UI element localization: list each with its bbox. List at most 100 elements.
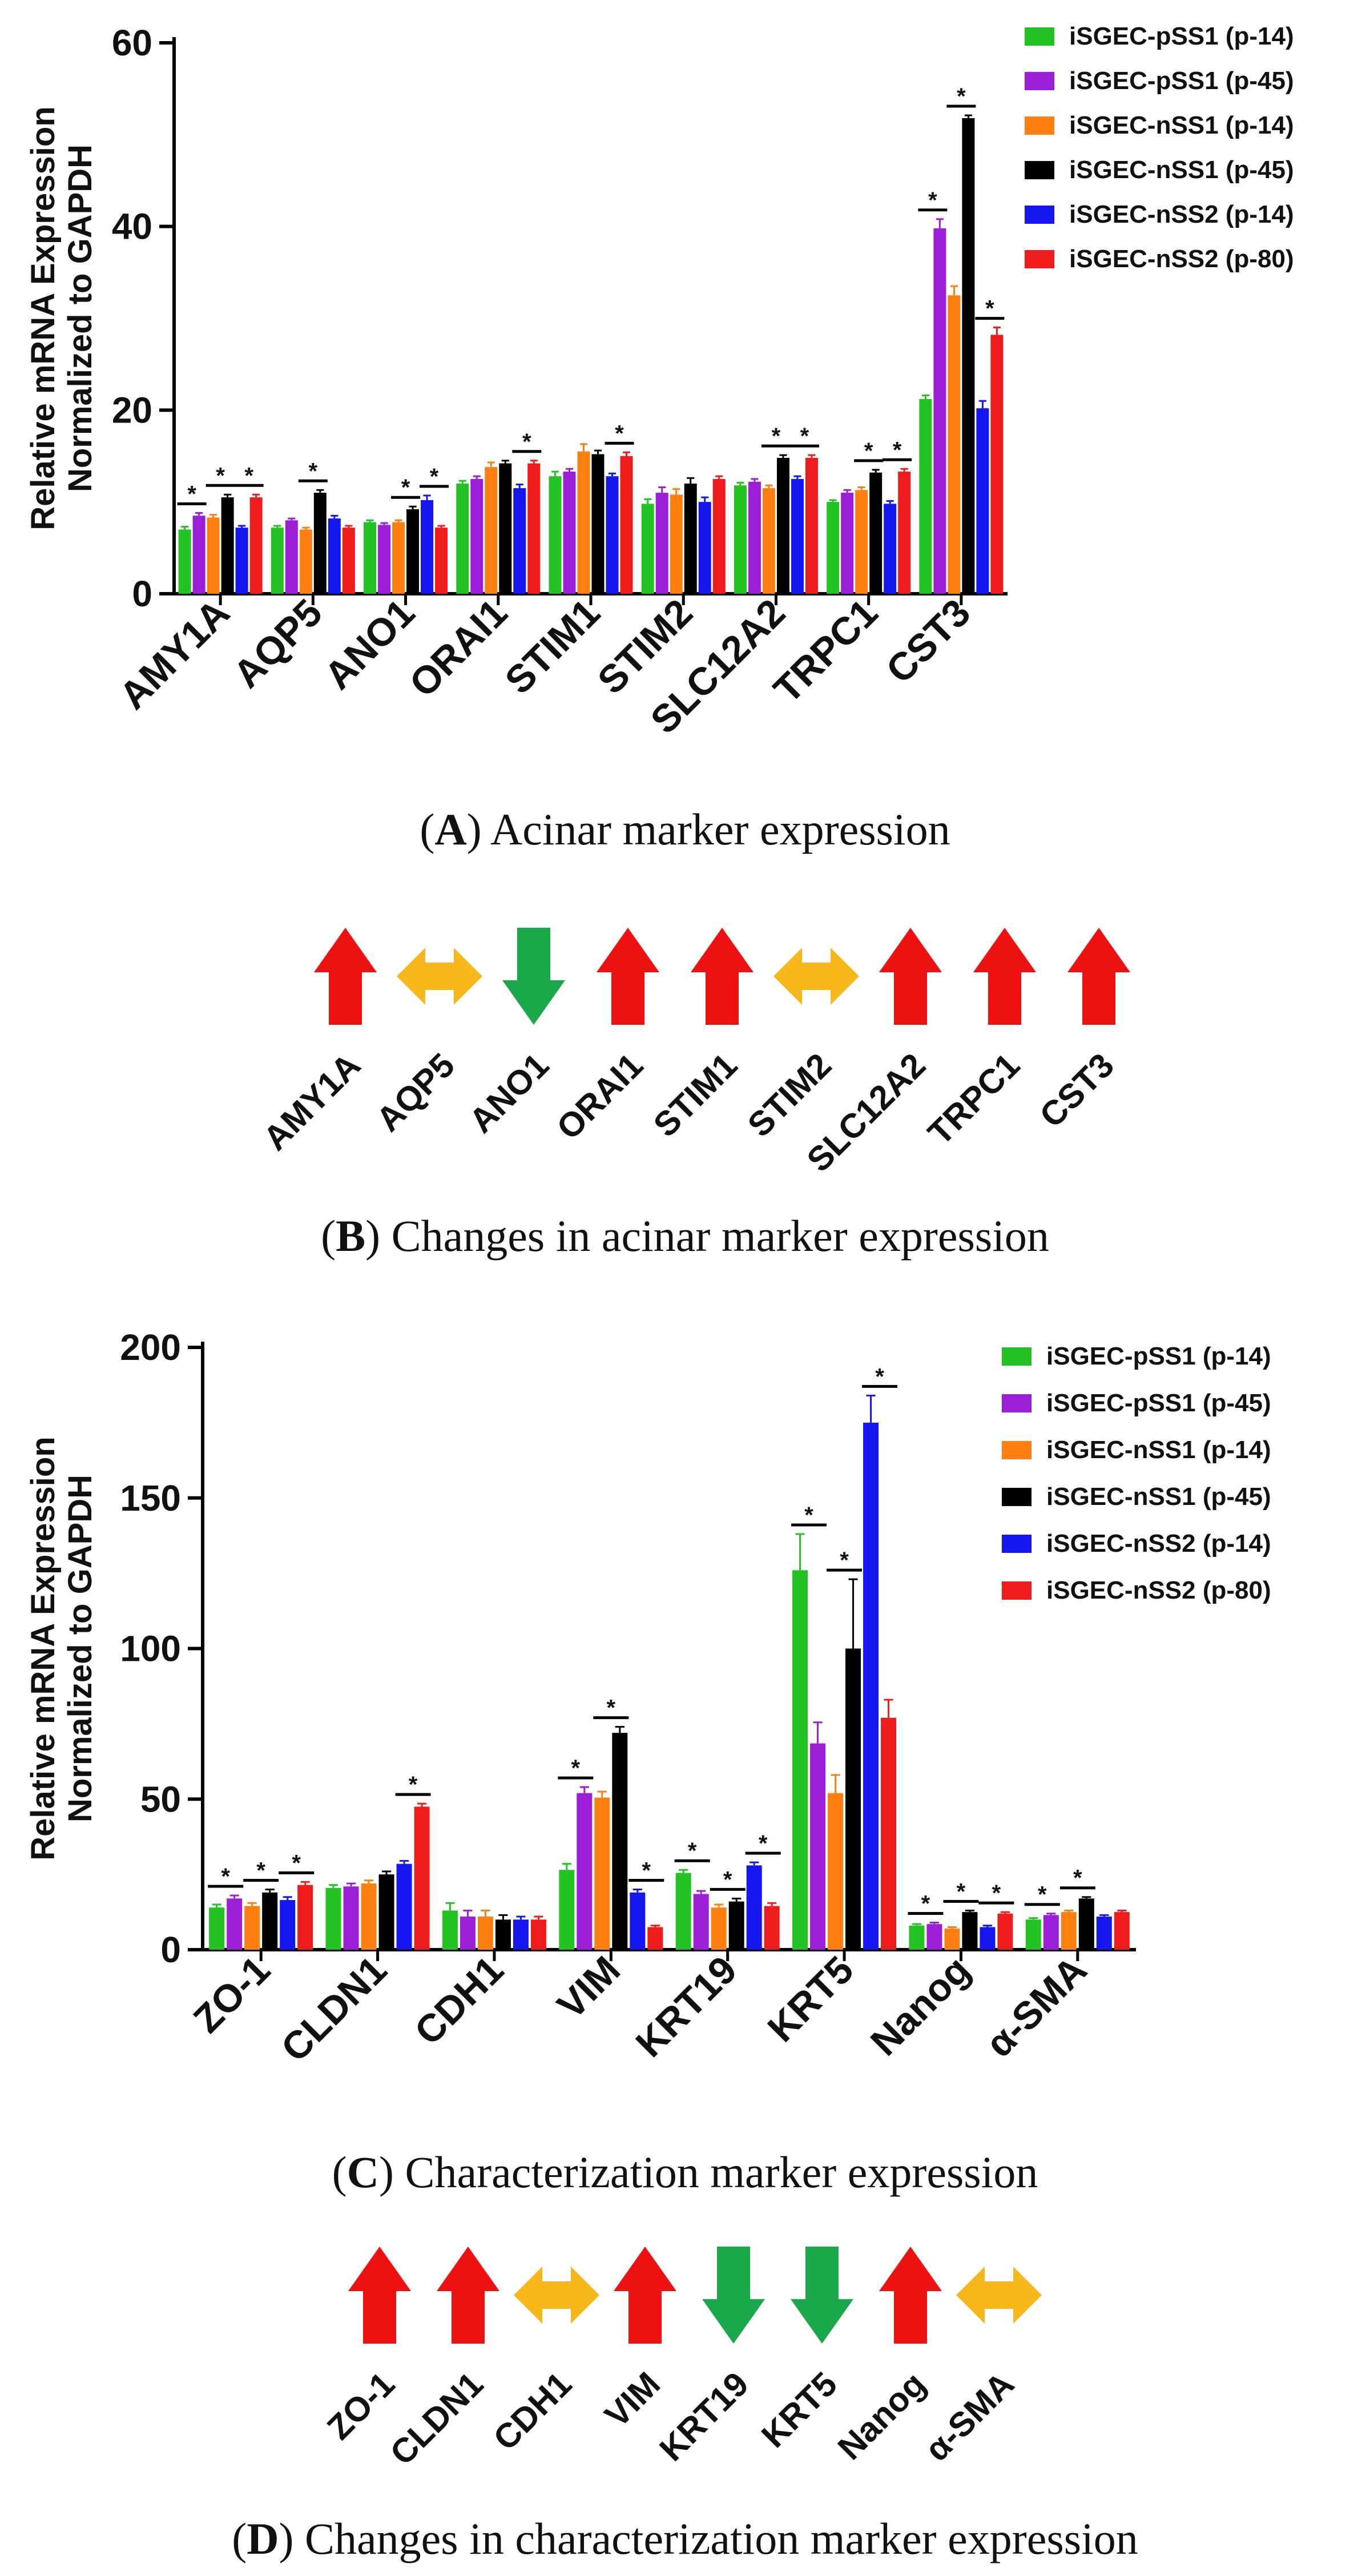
panel-d-marker-label: CDH1 <box>486 2365 579 2458</box>
panel-a-category-label: ANO1 <box>316 591 423 698</box>
panel-a-bar <box>655 493 668 594</box>
panel-d-marker-label: KRT19 <box>652 2365 756 2469</box>
panel-c-chart: 0 50 100 150 200 Relative mRNA Expression Norm… <box>25 1327 1271 2070</box>
panel-d-marker-label: KRT5 <box>754 2365 844 2455</box>
panel-a-legend-label: iSGEC-pSS1 (p-45) <box>1069 67 1294 95</box>
panel-a-bar <box>827 502 840 594</box>
panel-a-bar <box>313 493 327 594</box>
panel-b-marker-label: ANO1 <box>462 1046 556 1140</box>
panel-c-y-tick-label: 50 <box>140 1778 181 1820</box>
panel-c-bar <box>746 1865 762 1950</box>
panel-a-significance-star: * <box>772 424 781 449</box>
panel-c-bar <box>378 1874 394 1950</box>
panel-c-bar <box>1114 1912 1130 1950</box>
panel-a-bar <box>684 484 697 594</box>
panel-d-down-arrow-icon <box>791 2247 853 2344</box>
panel-c-caption: (C) Characterization marker expression <box>332 2147 1038 2197</box>
panel-b-down-arrow-icon <box>502 928 565 1025</box>
panel-a-bar <box>591 454 605 594</box>
panel-c-bar <box>594 1797 610 1950</box>
panel-a-category-label: AQP5 <box>225 591 331 697</box>
panel-a-y-axis-title-line2: Normalized to GAPDH <box>62 144 99 492</box>
panel-b-marker-label: CST3 <box>1032 1046 1121 1135</box>
panel-d-caption: (D) Changes in characterization marker e… <box>232 2514 1138 2563</box>
panel-c-bar <box>460 1916 476 1950</box>
panel-a-legend-label: iSGEC-nSS1 (p-45) <box>1069 156 1294 184</box>
panel-a-bar <box>841 493 854 594</box>
panel-a-bar <box>421 500 434 594</box>
panel-c-legend-swatch <box>1002 1488 1031 1506</box>
panel-c-y-axis-title-line2: Normalized to GAPDH <box>62 1475 99 1822</box>
panel-a-legend-swatch <box>1025 206 1054 224</box>
panel-c-bar <box>828 1793 844 1950</box>
panel-a-bar <box>271 528 284 594</box>
panel-c-bar <box>764 1906 780 1950</box>
panel-c-bar <box>863 1422 879 1950</box>
panel-b-caption: (B) Changes in acinar marker expression <box>321 1211 1049 1261</box>
panel-a-significance-star: * <box>401 475 410 500</box>
panel-a-y-tick-label: 0 <box>132 573 152 614</box>
panel-a-bar <box>734 485 747 594</box>
panel-a-bar <box>776 457 789 594</box>
panel-a-y-axis-title-line1: Relative mRNA Expression <box>25 106 62 530</box>
panel-d-marker-label: ZO-1 <box>320 2365 402 2447</box>
panel-d-marker-label: VIM <box>597 2365 667 2435</box>
panel-c-bar <box>612 1733 628 1950</box>
panel-b-marker-label: AMY1A <box>256 1046 368 1158</box>
panel-a-bar <box>470 478 483 594</box>
panel-c-legend-label: iSGEC-pSS1 (p-45) <box>1046 1389 1271 1417</box>
panel-d-bidirectional-arrow-icon <box>956 2267 1042 2324</box>
panel-a-legend-label: iSGEC-pSS1 (p-14) <box>1069 22 1294 50</box>
panel-b-bidirectional-arrow-icon <box>397 948 482 1005</box>
panel-c-letter: C <box>346 2147 379 2197</box>
panel-c-significance-star: * <box>992 1881 1001 1906</box>
panel-a-legend-label: iSGEC-nSS1 (p-14) <box>1069 111 1294 139</box>
panel-a-bar <box>948 295 961 594</box>
panel-b-marker-label: ORAI1 <box>549 1046 650 1147</box>
panel-c-significance-star: * <box>688 1838 697 1863</box>
panel-a-bar <box>898 472 911 594</box>
panel-c-bar <box>1043 1915 1059 1950</box>
panel-a-significance-star: * <box>430 464 439 489</box>
panel-a-bar <box>392 522 405 594</box>
panel-a-legend-swatch <box>1025 116 1054 135</box>
panel-c-category-label: α-SMA <box>977 1948 1095 2066</box>
panel-c-significance-star: * <box>642 1858 651 1883</box>
panel-b-up-arrow-icon <box>973 928 1036 1025</box>
panel-c-legend-swatch <box>1002 1535 1031 1553</box>
panel-b-letter: B <box>336 1211 366 1261</box>
panel-c-y-tick-label: 200 <box>120 1327 181 1368</box>
panel-a-legend-swatch <box>1025 72 1054 90</box>
panel-a-bar <box>435 528 448 594</box>
panel-b-caption-text: Changes in acinar marker expression <box>391 1211 1049 1261</box>
panel-c-significance-star: * <box>957 1879 966 1904</box>
panel-c-significance-star: * <box>221 1864 230 1889</box>
panel-c-bar <box>693 1894 709 1950</box>
panel-c-legend-label: iSGEC-pSS1 (p-14) <box>1046 1342 1271 1370</box>
panel-b-marker-label: TRPC1 <box>921 1046 1027 1152</box>
panel-b-up-arrow-icon <box>1067 928 1130 1025</box>
panel-a-bar <box>285 520 298 594</box>
panel-a-bar <box>563 472 576 594</box>
panel-c-significance-star: * <box>1038 1882 1047 1907</box>
panel-c-category-label: Nanog <box>863 1948 978 2064</box>
panel-d-up-arrow-icon <box>437 2247 499 2344</box>
panel-b-marker-label: AQP5 <box>369 1046 462 1139</box>
panel-a-bar <box>869 472 883 594</box>
panel-a-bar <box>712 478 726 594</box>
panel-a-y-tick-label: 20 <box>112 389 152 430</box>
panel-a-category-label: TRPC1 <box>765 591 886 711</box>
panel-b-marker-label: STIM1 <box>646 1046 744 1144</box>
panel-d-marker-label: α-SMA <box>917 2365 1021 2469</box>
panel-d-letter: D <box>247 2514 279 2563</box>
panel-c-significance-star: * <box>723 1867 732 1892</box>
panel-a-bar <box>378 525 391 594</box>
panel-c-bar <box>280 1899 296 1950</box>
panel-c-y-axis-title-line1: Relative mRNA Expression <box>25 1436 62 1860</box>
panel-a-legend-swatch <box>1025 27 1054 46</box>
panel-a-letter: A <box>434 804 467 854</box>
panel-c-bar <box>711 1907 727 1950</box>
panel-b-up-arrow-icon <box>314 928 377 1025</box>
panel-c-bar <box>1025 1919 1041 1950</box>
